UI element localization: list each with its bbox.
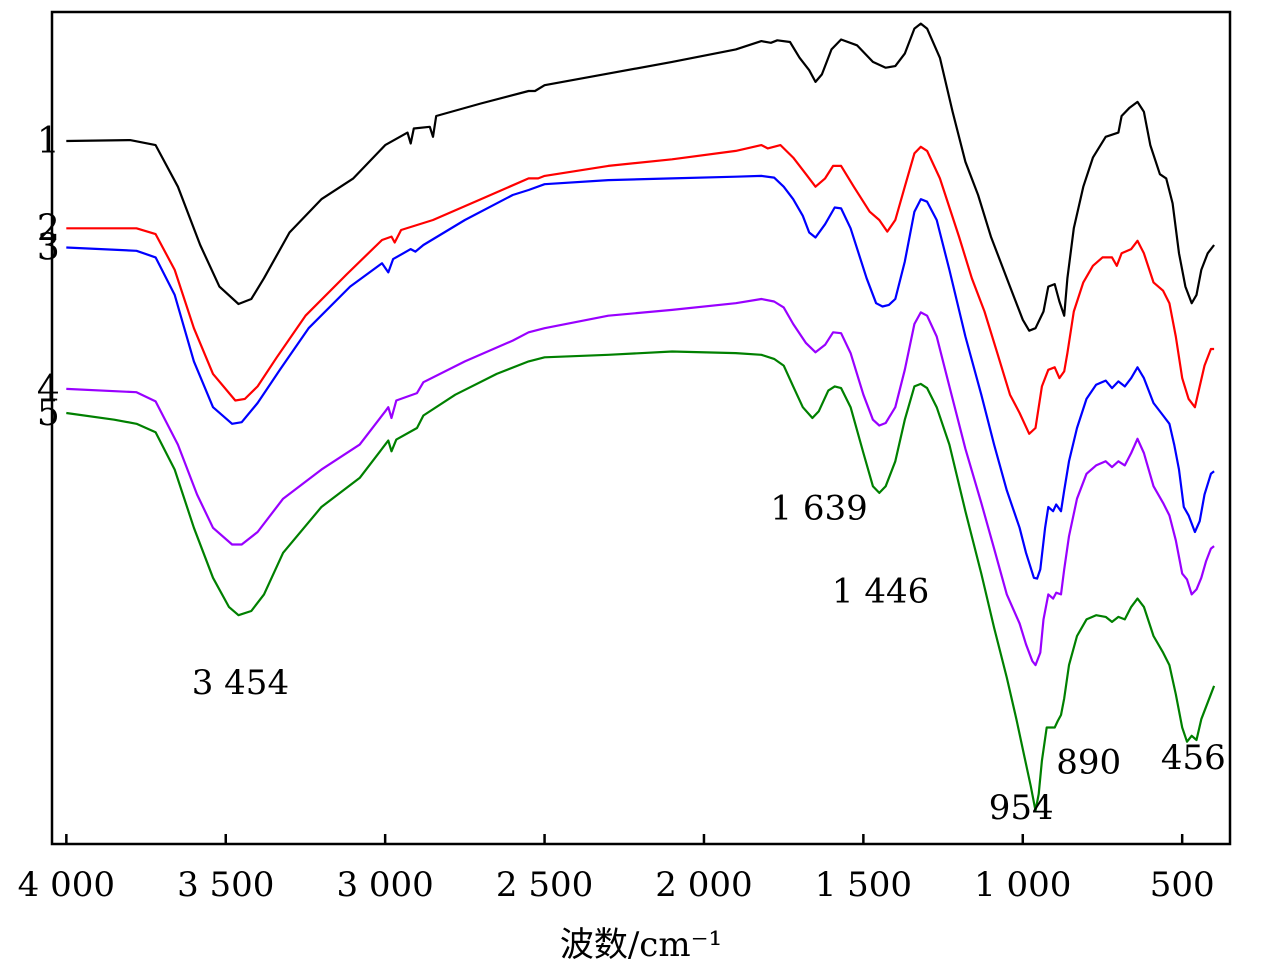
x-axis-tick-labels: 4 000 3 500 3 000 2 500 2 000 1 500 1 000 500	[18, 865, 1215, 905]
x-tick-label-6: 1 000	[974, 865, 1071, 905]
spectrum-line-5	[66, 350, 1216, 812]
x-axis-ticks	[65, 834, 1184, 844]
spectrum-line-3	[66, 174, 1215, 580]
x-axis-title: 波数/cm⁻¹	[560, 925, 722, 965]
x-tick-label-0: 4 000	[18, 865, 115, 905]
spectrum-line-4	[66, 297, 1215, 667]
peak-label-3: 954	[989, 788, 1054, 828]
curve-label-1: 1	[37, 121, 60, 162]
x-tick-label-5: 1 500	[815, 865, 912, 905]
peak-label-4: 890	[1056, 742, 1121, 782]
spectra-curves	[66, 22, 1216, 812]
peak-label-1: 1 639	[770, 489, 867, 529]
spectrum-line-1	[66, 22, 1215, 332]
peak-label-0: 3 454	[192, 663, 289, 703]
curve-label-5: 5	[37, 393, 60, 434]
curve-label-2: 2	[37, 208, 60, 249]
curve-label-4: 4	[37, 369, 60, 410]
x-tick-label-1: 3 500	[177, 865, 274, 905]
spectrum-line-2	[66, 144, 1215, 435]
peak-label-2: 1 446	[832, 572, 929, 612]
plot-frame	[50, 10, 1232, 846]
peak-label-5: 456	[1161, 738, 1226, 778]
x-tick-label-4: 2 000	[655, 865, 752, 905]
curve-labels: 1 23 45	[37, 121, 60, 434]
curve-label-3: 3	[37, 227, 60, 268]
x-tick-label-3: 2 500	[496, 865, 593, 905]
x-tick-label-7: 500	[1150, 865, 1215, 905]
x-tick-label-2: 3 000	[336, 865, 433, 905]
